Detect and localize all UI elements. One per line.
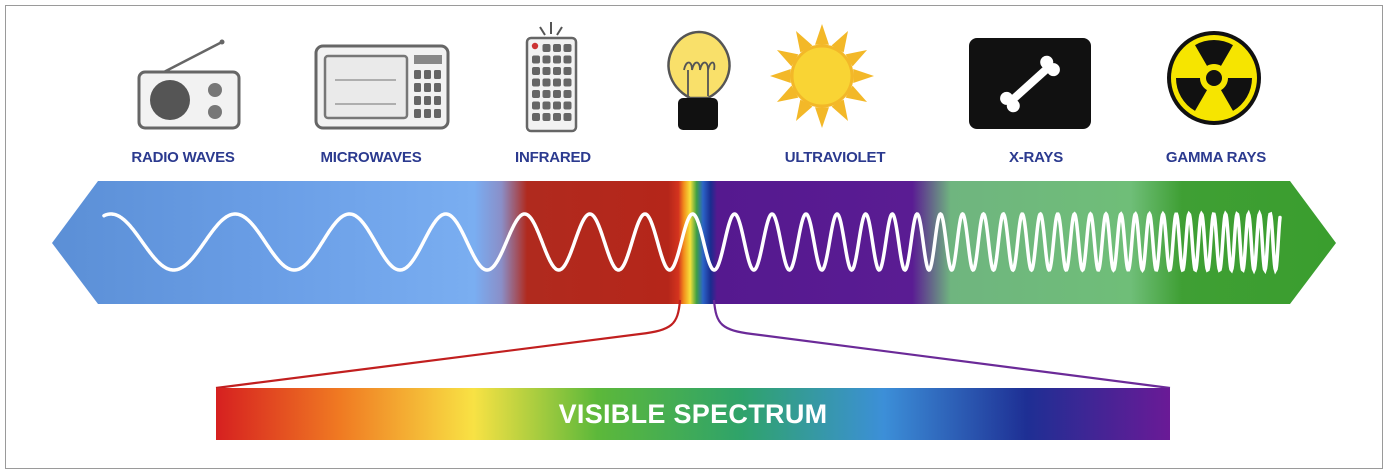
radiation-icon — [1167, 31, 1261, 125]
label-microwaves: MICROWAVES — [320, 149, 422, 166]
label-radio-waves: RADIO WAVES — [131, 149, 235, 166]
spectrum-band — [52, 181, 1336, 304]
label-infrared: INFRARED — [515, 149, 591, 166]
label-ultraviolet: ULTRAVIOLET — [784, 149, 886, 166]
microwave-icon — [314, 44, 450, 130]
connector-line-red — [215, 299, 682, 390]
radio-icon — [137, 39, 241, 130]
label-gamma-rays: GAMMA RAYS — [1165, 149, 1267, 166]
light-bulb-icon — [667, 30, 731, 130]
bone-xray-icon — [969, 38, 1091, 129]
sun-icon — [770, 24, 874, 128]
label-x-rays: X-RAYS — [1008, 149, 1064, 166]
remote-control-icon — [525, 22, 578, 133]
connector-line-violet — [712, 299, 1171, 390]
visible-spectrum-label: VISIBLE SPECTRUM — [558, 399, 828, 429]
visible-spectrum-bar — [216, 388, 1170, 440]
wave-line — [102, 209, 1282, 275]
